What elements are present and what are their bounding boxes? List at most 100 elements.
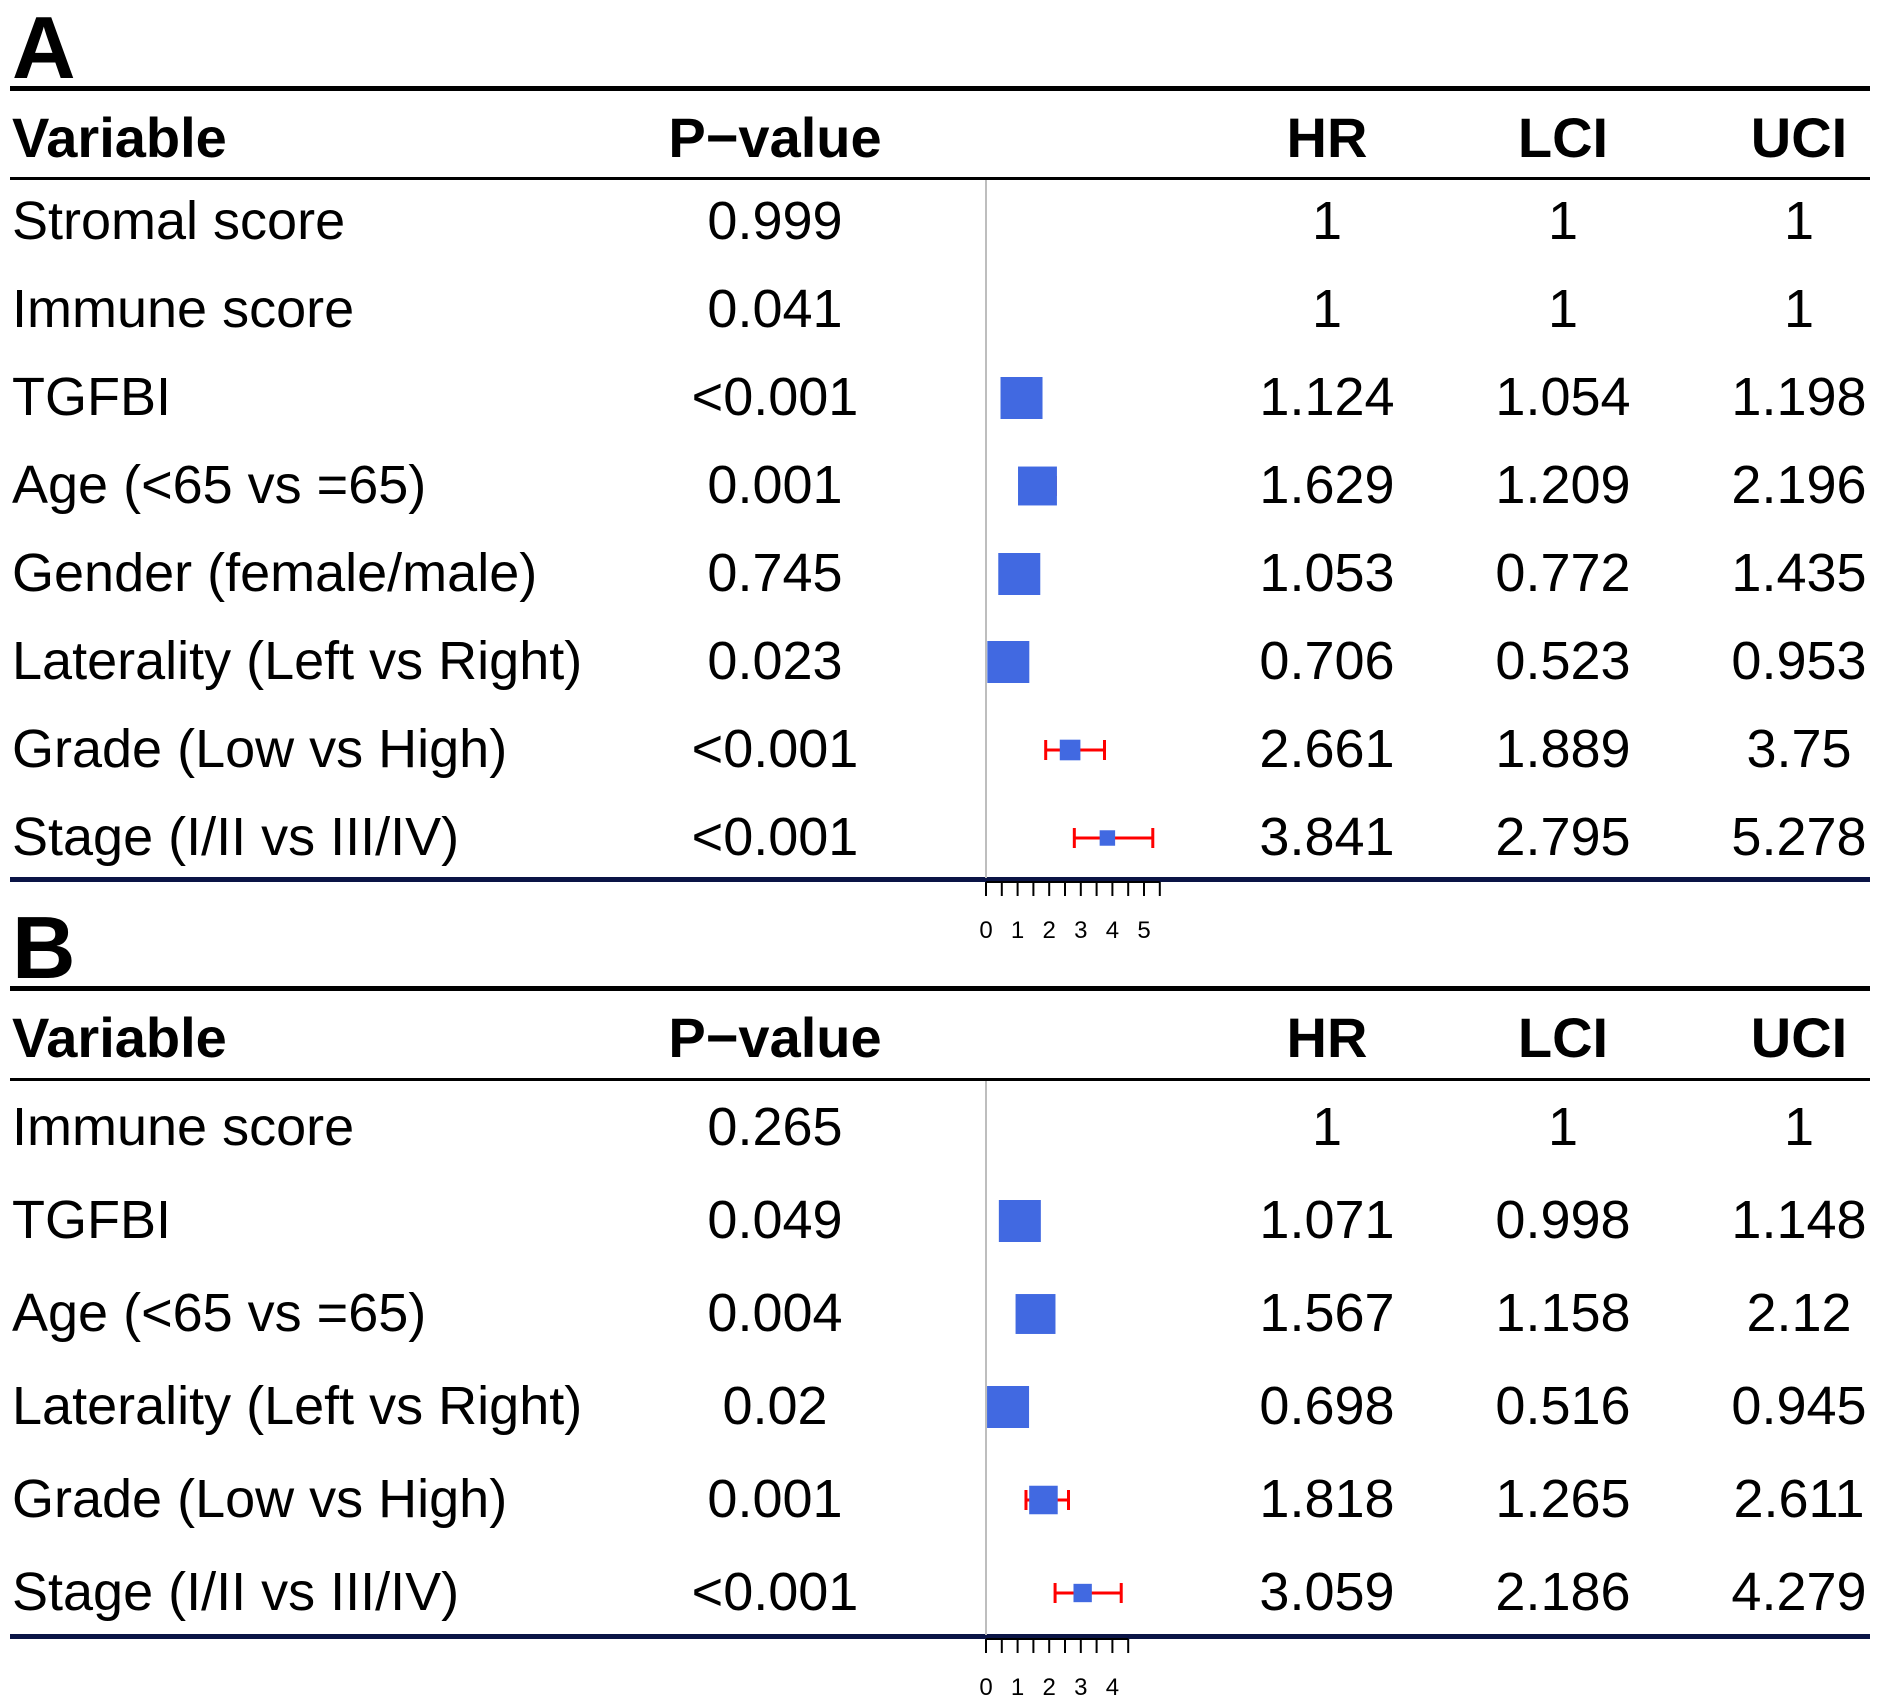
lci-cell: 0.998 [1495, 1190, 1631, 1250]
header-hr: HR [1286, 106, 1368, 169]
x-tick-label: 2 [1043, 917, 1056, 944]
x-tick-label: 5 [1137, 917, 1150, 944]
x-tick-label: 4 [1106, 917, 1119, 944]
x-tick-label: 1 [1011, 1674, 1024, 1701]
hr-box [1029, 1485, 1058, 1515]
variable-cell: Laterality (Left vs Right) [12, 631, 583, 691]
header-variable: Variable [12, 1006, 227, 1069]
p-value-cell: 0.004 [707, 1283, 843, 1343]
hr-box [987, 641, 1030, 683]
hr-cell: 1.567 [1259, 1283, 1395, 1343]
lci-cell: 0.772 [1495, 543, 1631, 603]
lci-cell: 1.209 [1495, 455, 1631, 515]
header-rule [10, 177, 1870, 180]
header-uci: UCI [1750, 1006, 1848, 1069]
x-tick-label: 0 [979, 1674, 992, 1701]
uci-cell: 1 [1783, 1097, 1815, 1157]
p-value-cell: 0.049 [707, 1190, 843, 1250]
uci-cell: 2.12 [1746, 1283, 1852, 1343]
hr-box [1018, 466, 1057, 506]
variable-cell: Grade (Low vs High) [12, 719, 508, 779]
hr-box [987, 1386, 1030, 1428]
p-value-cell: 0.999 [707, 191, 843, 251]
top-rule [10, 986, 1870, 991]
hr-cell: 0.706 [1259, 631, 1395, 691]
uci-cell: 0.953 [1731, 631, 1867, 691]
uci-cell: 5.278 [1731, 807, 1867, 867]
hr-box [1015, 1294, 1056, 1334]
uci-cell: 4.279 [1731, 1562, 1867, 1622]
p-value-cell: 0.001 [707, 455, 843, 515]
hr-box [998, 553, 1041, 595]
header-variable: Variable [12, 106, 227, 169]
header-uci: UCI [1750, 106, 1848, 169]
panel-label: A [12, 0, 76, 97]
variable-cell: TGFBI [12, 367, 171, 427]
hr-cell: 1.071 [1259, 1190, 1395, 1250]
header-lci: LCI [1517, 106, 1609, 169]
p-value-cell: 0.02 [722, 1376, 828, 1436]
uci-cell: 1.435 [1731, 543, 1867, 603]
p-value-cell: 0.023 [707, 631, 843, 691]
p-value-cell: 0.041 [707, 279, 843, 339]
p-value-cell: <0.001 [691, 719, 859, 779]
lci-cell: 2.186 [1495, 1562, 1631, 1622]
variable-cell: Age (<65 vs =65) [12, 455, 427, 515]
lci-cell: 1.158 [1495, 1283, 1631, 1343]
lci-cell: 1 [1547, 1097, 1579, 1157]
variable-cell: Stromal score [12, 191, 346, 251]
uci-cell: 3.75 [1746, 719, 1852, 779]
hr-cell: 0.698 [1259, 1376, 1395, 1436]
uci-cell: 2.611 [1733, 1469, 1865, 1529]
p-value-cell: <0.001 [691, 367, 859, 427]
hr-box [998, 1200, 1041, 1242]
uci-cell: 1.148 [1731, 1190, 1867, 1250]
hr-cell: 1 [1311, 279, 1343, 339]
lci-cell: 1 [1547, 279, 1579, 339]
lci-cell: 1 [1547, 191, 1579, 251]
header-rule [10, 1078, 1870, 1081]
x-tick-label: 0 [979, 917, 992, 944]
hr-cell: 1 [1311, 191, 1343, 251]
p-value-cell: <0.001 [691, 807, 859, 867]
hr-box [1099, 830, 1116, 846]
variable-cell: Immune score [12, 1097, 355, 1157]
hr-cell: 1.818 [1259, 1469, 1395, 1529]
hr-box [1073, 1583, 1092, 1603]
variable-cell: Age (<65 vs =65) [12, 1283, 427, 1343]
lci-cell: 1.054 [1495, 367, 1631, 427]
variable-cell: Stage (I/II vs III/IV) [12, 807, 460, 867]
variable-cell: Stage (I/II vs III/IV) [12, 1562, 460, 1622]
lci-cell: 1.889 [1495, 719, 1631, 779]
bottom-rule [10, 877, 1870, 882]
lci-cell: 2.795 [1495, 807, 1631, 867]
hr-cell: 2.661 [1259, 719, 1395, 779]
p-value-cell: 0.001 [707, 1469, 843, 1529]
hr-box [1000, 377, 1043, 419]
p-value-cell: <0.001 [691, 1562, 859, 1622]
variable-cell: Laterality (Left vs Right) [12, 1376, 583, 1436]
variable-cell: TGFBI [12, 1190, 171, 1250]
variable-cell: Gender (female/male) [12, 543, 538, 603]
hr-cell: 3.841 [1259, 807, 1395, 867]
x-tick-label: 3 [1074, 917, 1087, 944]
header-p-value: P−value [668, 106, 882, 169]
hr-box [1059, 739, 1081, 761]
lci-cell: 0.516 [1495, 1376, 1631, 1436]
uci-cell: 2.196 [1731, 455, 1867, 515]
hr-cell: 1.629 [1259, 455, 1395, 515]
panel-label: B [12, 898, 76, 997]
p-value-cell: 0.745 [707, 543, 843, 603]
hr-cell: 3.059 [1259, 1562, 1395, 1622]
hr-cell: 1.124 [1259, 367, 1395, 427]
variable-cell: Immune score [12, 279, 355, 339]
uci-cell: 1 [1783, 191, 1815, 251]
header-p-value: P−value [668, 1006, 882, 1069]
x-tick-label: 3 [1074, 1674, 1087, 1701]
header-lci: LCI [1517, 1006, 1609, 1069]
bottom-rule [10, 1634, 1870, 1639]
variable-cell: Grade (Low vs High) [12, 1469, 508, 1529]
p-value-cell: 0.265 [707, 1097, 843, 1157]
lci-cell: 1.265 [1495, 1469, 1631, 1529]
hr-cell: 1.053 [1259, 543, 1395, 603]
